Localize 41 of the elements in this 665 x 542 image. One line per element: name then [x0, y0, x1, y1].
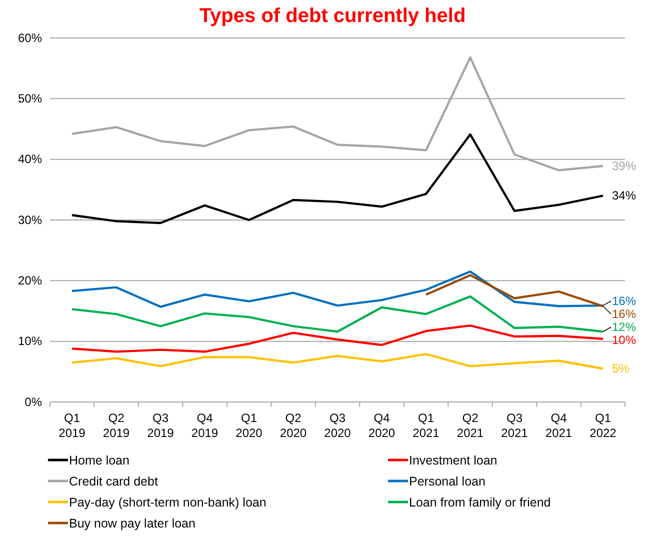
legend-label: Loan from family or friend: [409, 496, 551, 510]
x-tick-label: Q1 2021: [412, 411, 440, 440]
y-tick-label: 60%: [18, 30, 42, 45]
y-tick-label: 50%: [18, 92, 42, 106]
data-label: 5%: [612, 362, 630, 376]
line-series: [70, 270, 604, 308]
legend-label: Personal loan: [409, 474, 486, 488]
y-tick-label: 0%: [24, 394, 42, 409]
x-tick-label: Q1 2020: [236, 411, 263, 440]
x-tick-label: Q3 2020: [324, 411, 352, 440]
data-label: 16%: [612, 307, 636, 322]
line-series: [424, 274, 604, 308]
legend-label: Pay-day (short-term non-bank) loan: [69, 496, 266, 510]
data-label: 10%: [612, 333, 636, 348]
x-tick-label: Q2 2019: [102, 411, 130, 440]
data-label: 12%: [612, 320, 636, 334]
data-label: 39%: [612, 159, 636, 174]
legend-label: Credit card debt: [69, 474, 158, 488]
line-series: [70, 295, 604, 333]
chart-title: Types of debt currently held: [199, 5, 466, 27]
x-tick-label: Q4 2020: [368, 411, 396, 440]
line-series: [70, 133, 604, 224]
line-series: [70, 352, 604, 370]
x-tick-label: Q1 2019: [58, 411, 86, 440]
y-tick-label: 20%: [18, 274, 42, 288]
x-tick-label: Q3 2019: [147, 411, 174, 440]
legend-label: Buy now pay later loan: [69, 516, 196, 530]
line-series: [70, 324, 604, 353]
data-label: 34%: [612, 188, 636, 203]
x-tick-label: Q3 2021: [501, 411, 528, 440]
legend-label: Investment loan: [409, 454, 498, 468]
x-tick-label: Q1 2022: [590, 411, 617, 440]
legend-label: Home loan: [69, 454, 130, 468]
y-tick-label: 40%: [18, 152, 42, 166]
y-tick-label: 30%: [18, 212, 42, 227]
data-label: 16%: [612, 294, 636, 308]
y-tick-label: 10%: [18, 334, 42, 348]
x-tick-label: Q2 2021: [456, 411, 484, 440]
x-tick-label: Q4 2019: [191, 411, 218, 440]
x-tick-label: Q4 2021: [545, 411, 572, 440]
x-tick-label: Q2 2020: [280, 411, 307, 440]
